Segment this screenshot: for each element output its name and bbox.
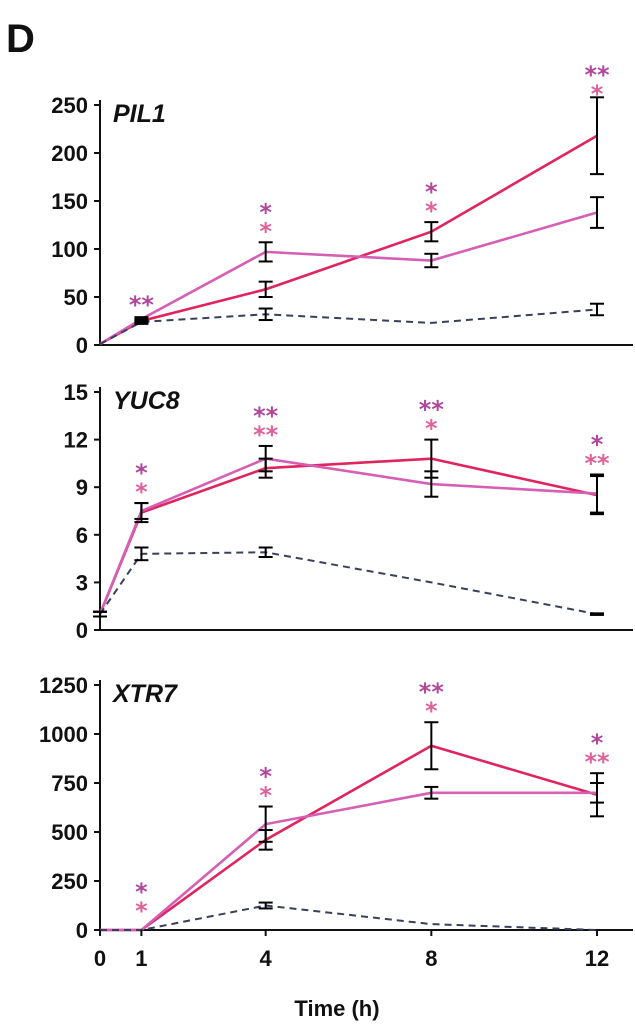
y-tick-label: 750 <box>51 771 88 796</box>
significance-stars: * <box>259 198 272 226</box>
significance-stars: * <box>425 697 438 725</box>
gene-title: YUC8 <box>113 387 180 415</box>
y-tick-label: 6 <box>76 523 88 548</box>
x-tick-label: 1 <box>135 946 147 971</box>
series-line-2 <box>99 211 598 346</box>
series-line-1 <box>98 457 598 615</box>
gene-title: XTR7 <box>111 680 178 708</box>
gene-title: PIL1 <box>113 100 166 128</box>
y-tick-label: 500 <box>51 820 88 845</box>
series-line-2 <box>100 791 597 932</box>
significance-stars: * <box>259 763 272 791</box>
panel-label: D <box>6 17 35 61</box>
y-tick-label: 250 <box>51 869 88 894</box>
significance-stars: ** <box>419 396 445 424</box>
x-tick-label: 4 <box>260 946 273 971</box>
y-tick-label: 0 <box>76 618 88 643</box>
significance-stars: ** <box>584 61 610 89</box>
y-tick-label: 12 <box>64 428 88 453</box>
y-tick-label: 100 <box>51 237 88 262</box>
y-tick-label: 3 <box>76 570 88 595</box>
y-tick-label: 9 <box>76 475 88 500</box>
series-line-3 <box>99 551 598 616</box>
significance-stars: * <box>591 80 604 108</box>
y-tick-label: 0 <box>76 333 88 358</box>
y-tick-label: 1000 <box>39 722 88 747</box>
y-tick-label: 1250 <box>39 673 88 698</box>
x-tick-label: 0 <box>94 946 106 971</box>
significance-stars: * <box>425 178 438 206</box>
significance-stars: ** <box>253 402 279 430</box>
series-line-2 <box>98 457 598 615</box>
x-tick-label: 8 <box>425 946 437 971</box>
significance-stars: * <box>425 415 438 443</box>
significance-stars: * <box>425 197 438 225</box>
significance-stars: * <box>135 459 148 487</box>
significance-stars: ** <box>584 748 610 776</box>
y-tick-label: 15 <box>64 380 88 405</box>
x-tick-label: 12 <box>585 946 609 971</box>
x-axis: 0 1 4 8 12 <box>94 930 609 971</box>
series-line-3 <box>99 308 598 345</box>
y-tick-label: 250 <box>51 93 88 118</box>
significance-stars: * <box>591 729 604 757</box>
y-tick-label: 150 <box>51 189 88 214</box>
series-line-3 <box>100 904 598 931</box>
x-axis-title: Time (h) <box>294 996 379 1021</box>
significance-stars: ** <box>253 421 279 449</box>
series-line-1 <box>99 134 598 346</box>
y-tick-label: 200 <box>51 141 88 166</box>
significance-stars: * <box>591 431 604 459</box>
significance-stars: * <box>135 878 148 906</box>
significance-stars: ** <box>584 450 610 478</box>
significance-stars: * <box>259 217 272 245</box>
significance-stars: * <box>259 782 272 810</box>
y-tick-label: 50 <box>64 285 88 310</box>
significance-stars: ** <box>419 678 445 706</box>
significance-stars: ** <box>129 291 155 319</box>
significance-stars: * <box>135 897 148 925</box>
significance-stars: * <box>135 478 148 506</box>
y-tick-label: 0 <box>76 918 88 943</box>
